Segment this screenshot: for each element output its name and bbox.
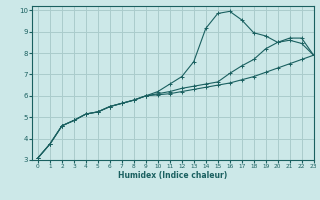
X-axis label: Humidex (Indice chaleur): Humidex (Indice chaleur) [118,171,228,180]
